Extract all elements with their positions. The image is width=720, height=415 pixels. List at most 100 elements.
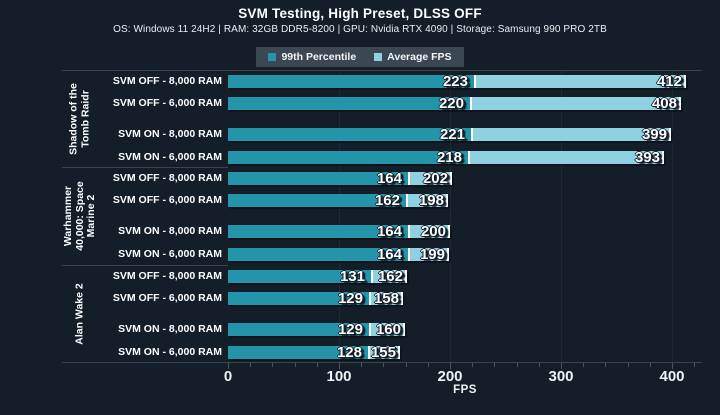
row-label: SVM ON - 6,000 RAM (118, 346, 222, 358)
p99-bar: 164 (228, 245, 410, 263)
p99-bar: 164 (228, 169, 410, 187)
p99-value: 131 (339, 267, 365, 285)
x-axis-minor-tick (272, 363, 273, 367)
gridline (339, 70, 340, 362)
row-label: SVM OFF - 8,000 RAM (112, 270, 222, 282)
group-separator (62, 265, 228, 266)
x-tick-label: 300 (548, 368, 574, 385)
bar-row: 220 408 (228, 94, 681, 112)
p99-bar: 220 (228, 94, 472, 112)
avg-bar: 155 (370, 343, 400, 361)
avg-bar: 408 (472, 94, 681, 111)
legend-item-average-fps: Average FPS (374, 51, 452, 63)
bar-row: 218 393 (228, 148, 664, 166)
x-axis-minor-tick (250, 363, 251, 367)
avg-value: 393 (634, 148, 660, 166)
p99-value: 164 (376, 169, 402, 187)
x-axis-major-tick (672, 363, 673, 369)
legend-swatch-average-fps (374, 53, 383, 61)
row-label: SVM OFF - 8,000 RAM (112, 75, 222, 87)
p99-value: 218 (436, 148, 462, 166)
x-axis-minor-tick (472, 363, 473, 367)
p99-value: 223 (442, 72, 468, 90)
legend-label: 99th Percentile (281, 51, 357, 63)
x-axis-minor-tick (539, 363, 540, 367)
group-label: Warhammer 40,000: Space Marine 2 (61, 180, 97, 251)
chart-title: SVM Testing, High Preset, DLSS OFF (238, 6, 482, 21)
x-axis-minor-tick (494, 363, 495, 367)
bar-row: 129 160 (228, 320, 405, 338)
x-axis-line (62, 362, 702, 363)
avg-value: 199 (419, 245, 445, 263)
avg-bar: 200 (410, 222, 450, 239)
legend-box: 99th Percentile Average FPS (256, 47, 464, 67)
x-tick-label: 200 (437, 368, 463, 385)
avg-value: 202 (422, 169, 448, 187)
p99-bar: 162 (228, 191, 408, 208)
bar-row: 129 158 (228, 289, 403, 307)
p99-value: 129 (337, 289, 363, 307)
x-axis-minor-tick (650, 363, 651, 367)
p99-bar: 129 (228, 289, 371, 307)
avg-value: 155 (370, 343, 396, 361)
bar-row: 164 202 (228, 169, 452, 187)
group-separator (62, 167, 228, 168)
group-label: Shadow of the Tomb Raidr (67, 82, 92, 155)
legend-label: Average FPS (387, 51, 452, 63)
p99-value: 221 (439, 125, 465, 143)
x-axis-major-tick (450, 363, 451, 369)
p99-bar: 221 (228, 125, 473, 143)
avg-bar: 202 (410, 169, 452, 187)
row-label: SVM ON - 8,000 RAM (118, 323, 222, 335)
avg-bar: 393 (470, 148, 664, 166)
top-spine (62, 70, 702, 71)
x-axis-minor-tick (517, 363, 518, 367)
x-axis-minor-tick (628, 363, 629, 367)
legend-item-99th-percentile: 99th Percentile (268, 51, 356, 63)
bar-row: 164 199 (228, 245, 449, 263)
avg-value: 160 (375, 320, 401, 338)
avg-value: 162 (377, 267, 403, 285)
p99-bar: 164 (228, 222, 410, 240)
row-label: SVM ON - 8,000 RAM (118, 225, 222, 237)
gridline (672, 70, 673, 362)
avg-bar: 160 (371, 320, 405, 338)
p99-bar: 223 (228, 72, 476, 90)
p99-value: 164 (376, 245, 402, 263)
gridline (450, 70, 451, 362)
row-label: SVM OFF - 8,000 RAM (112, 172, 222, 184)
x-axis-minor-tick (317, 363, 318, 367)
p99-value: 220 (438, 94, 464, 112)
bar-row: 164 200 (228, 222, 450, 240)
x-axis-major-tick (228, 363, 229, 369)
avg-bar: 158 (371, 289, 403, 306)
row-label: SVM ON - 8,000 RAM (118, 128, 222, 140)
system-specs-subtitle: OS: Windows 11 24H2 | RAM: 32GB DDR5-820… (113, 24, 607, 35)
bar-row: 221 399 (228, 125, 671, 143)
avg-value: 399 (641, 125, 667, 143)
row-label: SVM OFF - 6,000 RAM (112, 292, 222, 304)
legend: 99th Percentile Average FPS (0, 47, 720, 67)
gridline (561, 70, 562, 362)
x-tick-label: 400 (659, 368, 685, 385)
p99-bar: 128 (228, 343, 370, 360)
legend-swatch-99th-percentile (268, 53, 277, 61)
x-axis-minor-tick (694, 363, 695, 367)
p99-value: 164 (376, 222, 402, 240)
p99-bar: 131 (228, 267, 373, 285)
x-axis-label: FPS (453, 384, 477, 396)
x-axis-major-tick (339, 363, 340, 369)
x-axis-minor-tick (295, 363, 296, 367)
avg-bar: 162 (373, 267, 407, 285)
x-axis-minor-tick (406, 363, 407, 367)
bar-row: 131 162 (228, 267, 407, 285)
p99-value: 129 (337, 320, 363, 338)
row-label: SVM ON - 6,000 RAM (118, 248, 222, 260)
p99-bar: 129 (228, 320, 371, 338)
bar-row: 162 198 (228, 191, 448, 208)
bar-row: 128 155 (228, 343, 400, 361)
avg-bar: 412 (476, 72, 686, 90)
avg-value: 412 (656, 72, 682, 90)
row-label: SVM OFF - 6,000 RAM (112, 97, 222, 109)
avg-bar: 199 (410, 245, 449, 263)
